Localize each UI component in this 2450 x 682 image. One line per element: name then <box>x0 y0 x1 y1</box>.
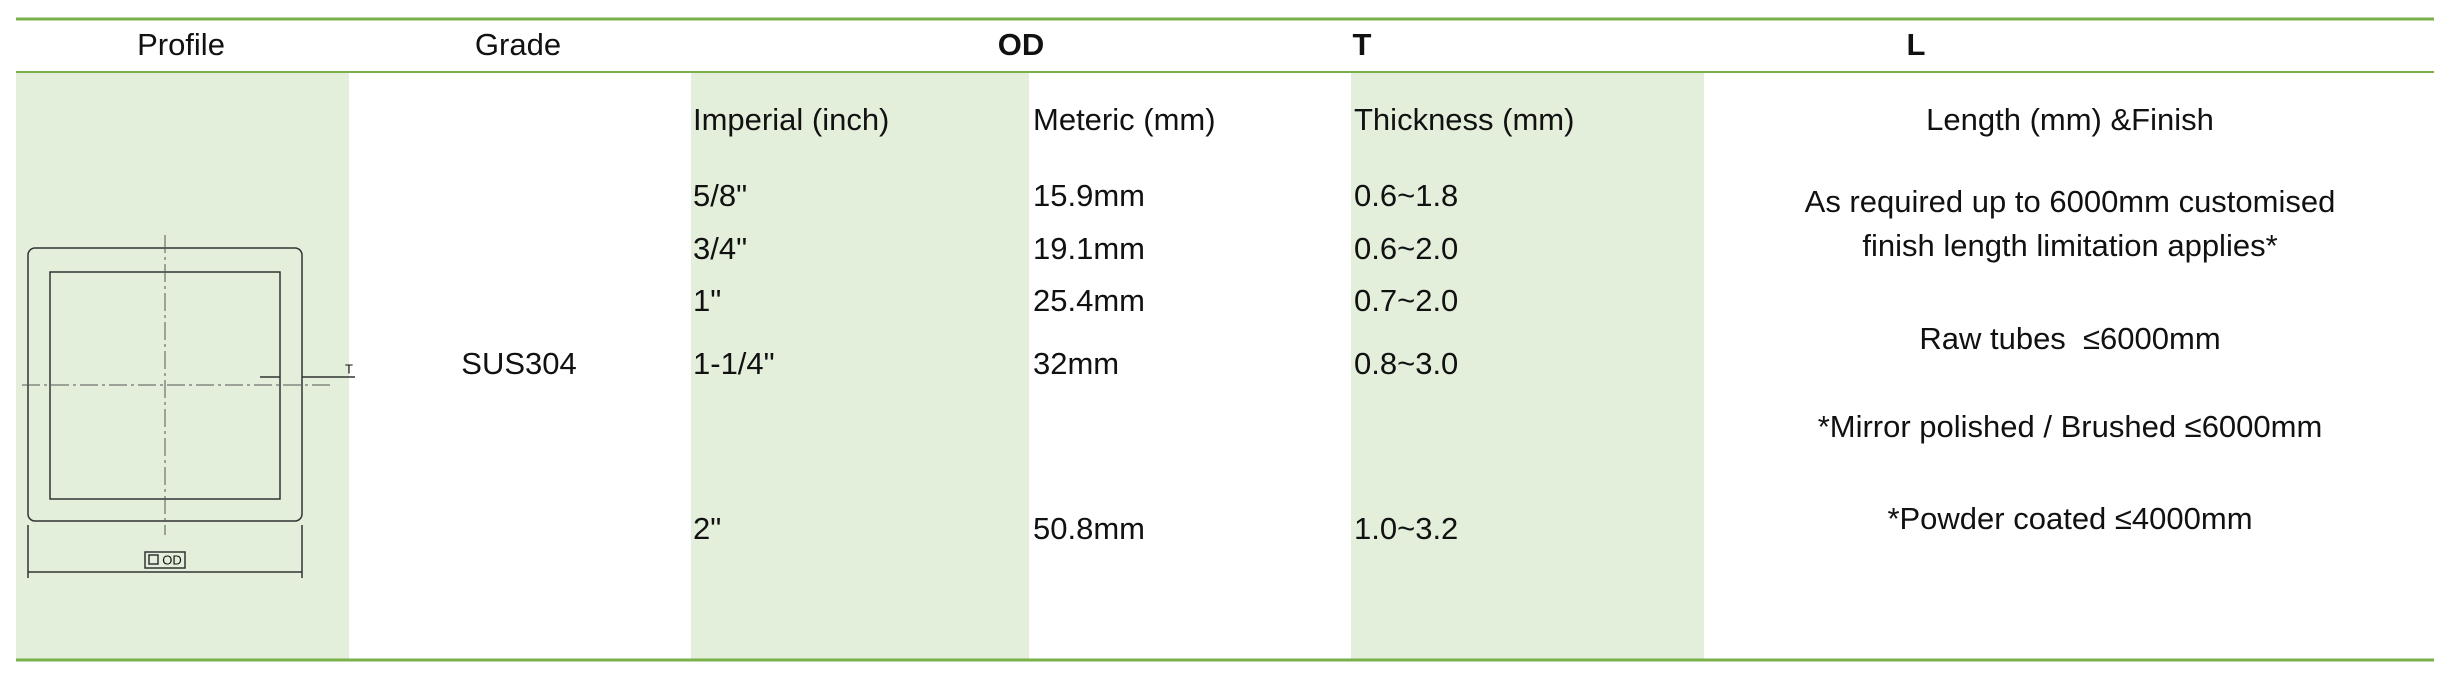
cell: 32mm <box>1033 346 1119 381</box>
thickness-bg <box>1351 72 1704 660</box>
length-note: *Powder coated ≤4000mm <box>1887 501 2252 536</box>
profile-drawing <box>22 235 355 578</box>
cell: 25.4mm <box>1033 283 1145 318</box>
length-note: finish length limitation applies* <box>1862 228 2277 263</box>
length-note: Raw tubes ≤6000mm <box>1919 321 2220 356</box>
header-grade: Grade <box>475 27 561 62</box>
cell: 0.7~2.0 <box>1354 283 1458 318</box>
cell: 3/4" <box>693 231 747 266</box>
header-t: T <box>1353 27 1372 62</box>
t-dimension-label: T <box>345 361 353 376</box>
cell: 0.8~3.0 <box>1354 346 1458 381</box>
header-profile: Profile <box>137 27 225 62</box>
cell: 50.8mm <box>1033 511 1145 546</box>
subheader: Meteric (mm) <box>1033 102 1216 137</box>
header-od: OD <box>998 27 1045 62</box>
cell: 1" <box>693 283 721 318</box>
cell: 5/8" <box>693 178 747 213</box>
grade-value: SUS304 <box>461 346 576 381</box>
od-dimension-label: OD <box>162 552 182 567</box>
length-note: *Mirror polished / Brushed ≤6000mm <box>1818 409 2323 444</box>
header-l: L <box>1907 27 1926 62</box>
imperial-bg <box>691 72 1029 660</box>
cell: 19.1mm <box>1033 231 1145 266</box>
cell: 2" <box>693 511 721 546</box>
subheader: Imperial (inch) <box>693 102 889 137</box>
length-note: As required up to 6000mm customised <box>1805 184 2336 219</box>
profile-bg <box>16 72 349 660</box>
cell: 15.9mm <box>1033 178 1145 213</box>
cell: 1-1/4" <box>693 346 775 381</box>
cell: 1.0~3.2 <box>1354 511 1458 546</box>
subheader: Thickness (mm) <box>1354 102 1574 137</box>
cell: 0.6~1.8 <box>1354 178 1458 213</box>
subheader: Length (mm) &Finish <box>1926 102 2214 137</box>
cell: 0.6~2.0 <box>1354 231 1458 266</box>
